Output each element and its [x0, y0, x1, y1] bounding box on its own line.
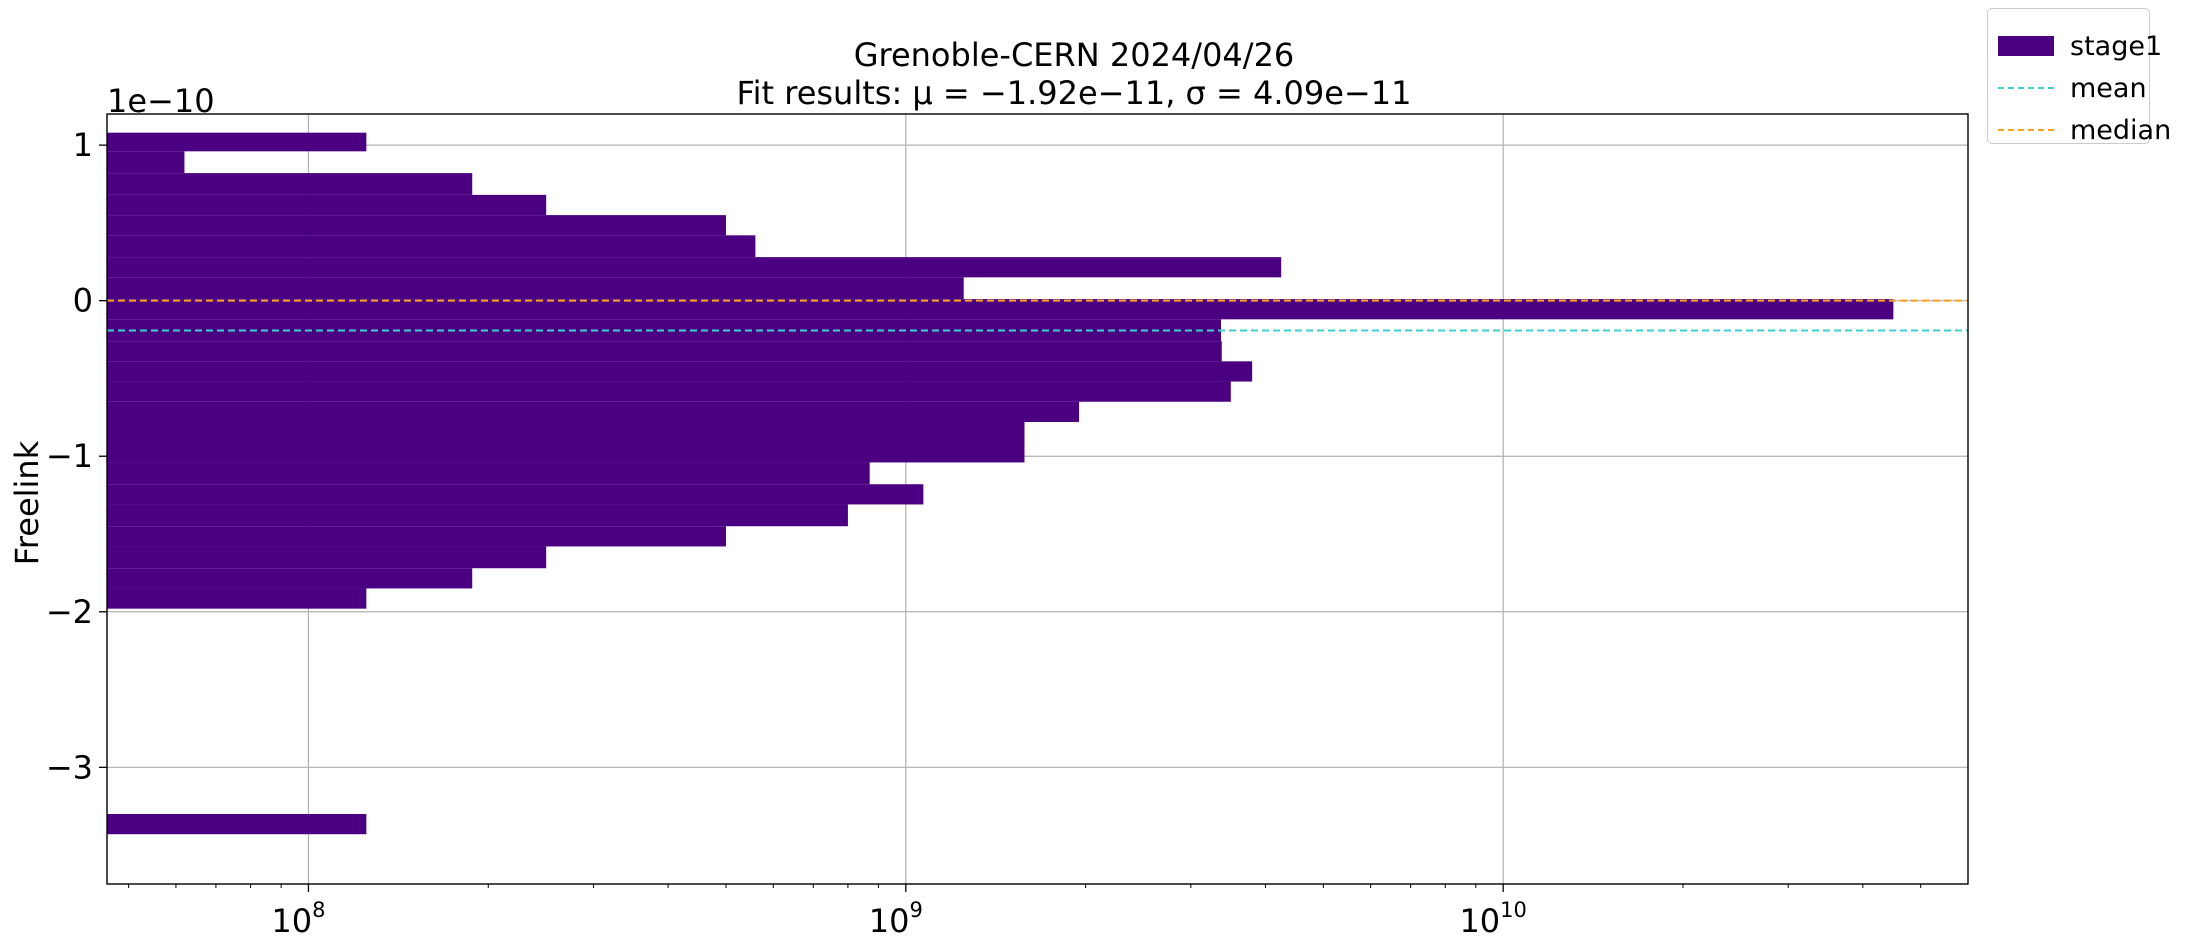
histogram-bar — [107, 151, 185, 174]
histogram-bar — [107, 277, 964, 300]
histogram-bars — [107, 132, 1894, 835]
reference-lines — [107, 299, 1968, 332]
histogram-bar — [107, 381, 1231, 402]
y-axis-ticks: 1 0 −1 −2 −3 — [46, 126, 107, 786]
legend-item-median: median — [1998, 110, 2171, 150]
histogram-bar — [107, 568, 473, 589]
histogram-bar — [107, 173, 473, 195]
histogram-bar — [107, 504, 848, 527]
y-tick-label: −2 — [46, 593, 93, 631]
histogram-bar — [107, 484, 924, 505]
y-tick-label: 1 — [73, 126, 93, 164]
histogram-bar — [107, 546, 547, 569]
histogram-bar — [107, 132, 367, 152]
histogram-bar — [107, 588, 367, 609]
histogram-bar — [107, 194, 547, 216]
histogram-bar — [107, 462, 870, 485]
legend-label-median: median — [2070, 114, 2172, 146]
legend-label-stage1: stage1 — [2070, 30, 2163, 62]
y-tick-label: −1 — [46, 437, 93, 475]
histogram-bar — [107, 814, 367, 835]
x-tick-label: 108 — [271, 898, 325, 940]
chart-title: Grenoble-CERN 2024/04/26 — [853, 36, 1295, 74]
chart-subtitle: Fit results: μ = −1.92e−11, σ = 4.09e−11 — [736, 74, 1412, 112]
plot-frame — [106, 113, 1969, 885]
x-tick-label: 1010 — [1459, 898, 1526, 940]
y-offset-label: 1e−10 — [107, 82, 215, 120]
histogram-bar — [107, 422, 1025, 463]
legend-item-stage1: stage1 — [1998, 26, 2162, 66]
legend: stage1 mean median — [1987, 8, 2171, 146]
histogram-bar — [107, 215, 726, 236]
histogram-bar — [107, 526, 726, 547]
histogram-bar — [107, 257, 1282, 278]
y-tick-label: 0 — [73, 282, 93, 320]
y-axis-label: Freelink — [8, 440, 46, 565]
y-tick-label: −3 — [46, 748, 93, 786]
legend-label-mean: mean — [2070, 72, 2147, 104]
x-axis-ticks: 108 109 1010 — [128, 884, 1922, 940]
histogram-bar — [107, 361, 1253, 382]
histogram-bar — [107, 235, 756, 258]
histogram-bar — [107, 299, 1894, 320]
legend-item-mean: mean — [1998, 68, 2147, 108]
x-tick-label: 109 — [869, 898, 923, 940]
histogram-bar — [107, 401, 1080, 422]
histogram-bar — [107, 341, 1222, 362]
legend-swatch-stage1 — [1998, 36, 2054, 56]
legend-line-median — [1998, 129, 2054, 131]
legend-line-mean — [1998, 87, 2054, 89]
